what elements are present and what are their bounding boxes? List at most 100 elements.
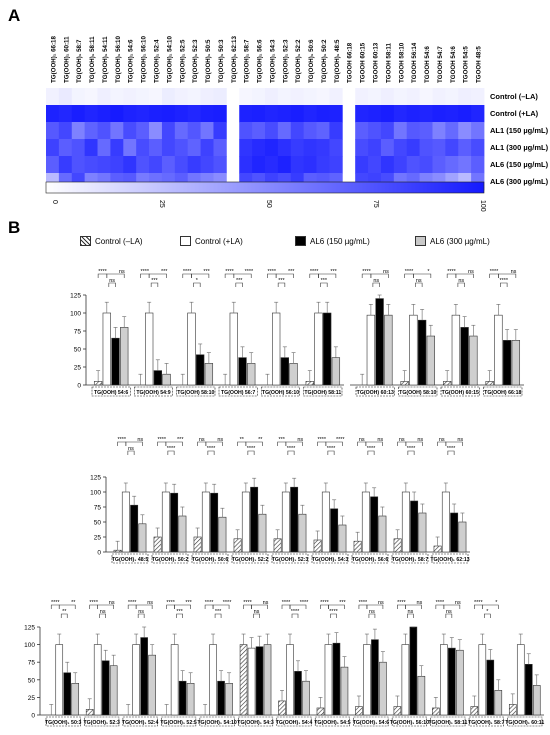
bar: [486, 659, 495, 716]
bar: [138, 523, 147, 553]
heatmap-cell: [406, 156, 420, 174]
heatmap-cell: [149, 105, 163, 123]
y-tick-label: 75: [74, 329, 82, 336]
x-tick-label: TG(OOH)₁ 54:10: [197, 720, 236, 726]
heatmap-cell: [458, 122, 472, 140]
sig-label: ns: [457, 437, 463, 443]
sig-bracket: [372, 282, 380, 287]
category-box: [84, 716, 120, 727]
heatmap-cell: [200, 88, 214, 106]
category-box: [483, 386, 523, 397]
sig-bracket: [245, 441, 263, 446]
bar: [113, 549, 122, 553]
bar: [145, 312, 154, 386]
sig-label: ****: [207, 446, 216, 452]
heatmap-cell: [277, 139, 292, 157]
y-tick-label: 100: [24, 642, 35, 649]
category-box: [151, 553, 189, 564]
bar: [460, 327, 469, 386]
sig-bracket: [289, 604, 307, 609]
sig-label: **: [71, 600, 76, 606]
heatmap-cell: [380, 105, 395, 123]
sig-label: ****: [474, 600, 483, 606]
heatmap-cell: [445, 122, 459, 140]
bar: [217, 680, 225, 716]
heatmap-cell: [58, 139, 73, 157]
bar: [286, 644, 294, 716]
x-tick-label: TG(OOH) 54:6: [94, 390, 128, 396]
sig-label: ***: [278, 278, 285, 284]
bar: [508, 704, 517, 716]
legend-swatch-black: [295, 236, 306, 246]
sig-label: ****: [499, 278, 508, 284]
heatmap-column-label: TG(OOH)₁ 52:3: [282, 39, 289, 83]
bar: [186, 683, 195, 716]
y-tick-label: 25: [28, 695, 36, 702]
sig-bracket: [167, 450, 175, 455]
heatmap-cell: [200, 122, 214, 140]
category-box: [276, 716, 312, 727]
heatmap-cell: [84, 88, 98, 106]
category-box: [398, 386, 438, 397]
bar: [355, 706, 363, 716]
sig-label: ns: [199, 437, 205, 443]
heatmap-cell: [136, 88, 150, 106]
bar: [532, 685, 541, 716]
sig-label: ***: [288, 269, 295, 275]
heatmap-cell: [136, 139, 150, 157]
bar: [178, 515, 187, 553]
heatmap-cell: [123, 88, 137, 106]
bar: [241, 491, 250, 553]
sig-label: ns: [417, 437, 423, 443]
heatmap-cell: [239, 156, 253, 174]
bar: [433, 545, 442, 553]
heatmap-cell: [58, 88, 73, 106]
bar: [409, 626, 418, 716]
heatmap-cell: [393, 139, 408, 157]
sig-bracket: [58, 604, 76, 609]
heatmap-cell: [419, 105, 433, 123]
heatmap-cell: [174, 156, 189, 174]
bar: [193, 536, 202, 553]
bar: [448, 647, 456, 716]
sig-label: ****: [320, 600, 329, 606]
heatmap-cell: [303, 139, 317, 157]
heatmap-column-label: TGOOH 56:14: [411, 42, 418, 83]
heatmap-cell: [419, 139, 433, 157]
bar: [331, 357, 341, 386]
heatmap-column-label: TGOOH 48:5: [476, 46, 483, 83]
heatmap-cell: [252, 88, 266, 106]
bar: [55, 644, 64, 716]
heatmap-column-label: TG(OOH)₁ 54:6: [128, 39, 135, 83]
sig-bracket: [165, 441, 183, 446]
heatmap-cell: [265, 156, 279, 174]
bar: [401, 491, 410, 553]
sig-label: ***: [203, 269, 210, 275]
x-tick-label: TG(OOH) 56:10: [262, 390, 299, 396]
bar: [278, 700, 286, 716]
heatmap-column-label: TG(OOH)₁ 54:11: [102, 36, 109, 83]
heatmap-cell: [265, 105, 279, 123]
bar: [272, 312, 281, 386]
bar: [441, 491, 450, 553]
bar: [247, 647, 256, 716]
sig-label: ***: [330, 269, 337, 275]
category-box: [468, 716, 504, 727]
heatmap-cell: [97, 105, 111, 123]
sig-label: ns: [263, 600, 269, 606]
sig-label: ****: [98, 269, 107, 275]
legend-item-control-plus: Control (+LA): [180, 236, 243, 246]
heatmap-cell: [213, 122, 227, 140]
category-box: [191, 553, 229, 564]
colorbar-tick-label: 75: [372, 200, 379, 208]
heatmap-column-label: TG(OOH)₁ 56:10: [141, 36, 148, 83]
sig-label: ns: [369, 609, 375, 615]
heatmap-column-label: TG(OOH)₁ 60:11: [63, 36, 70, 83]
sig-label: ns: [109, 600, 115, 606]
bar: [120, 327, 129, 386]
sig-bracket: [253, 613, 260, 618]
heatmap-cell: [136, 156, 150, 174]
heatmap-cell: [161, 88, 176, 106]
